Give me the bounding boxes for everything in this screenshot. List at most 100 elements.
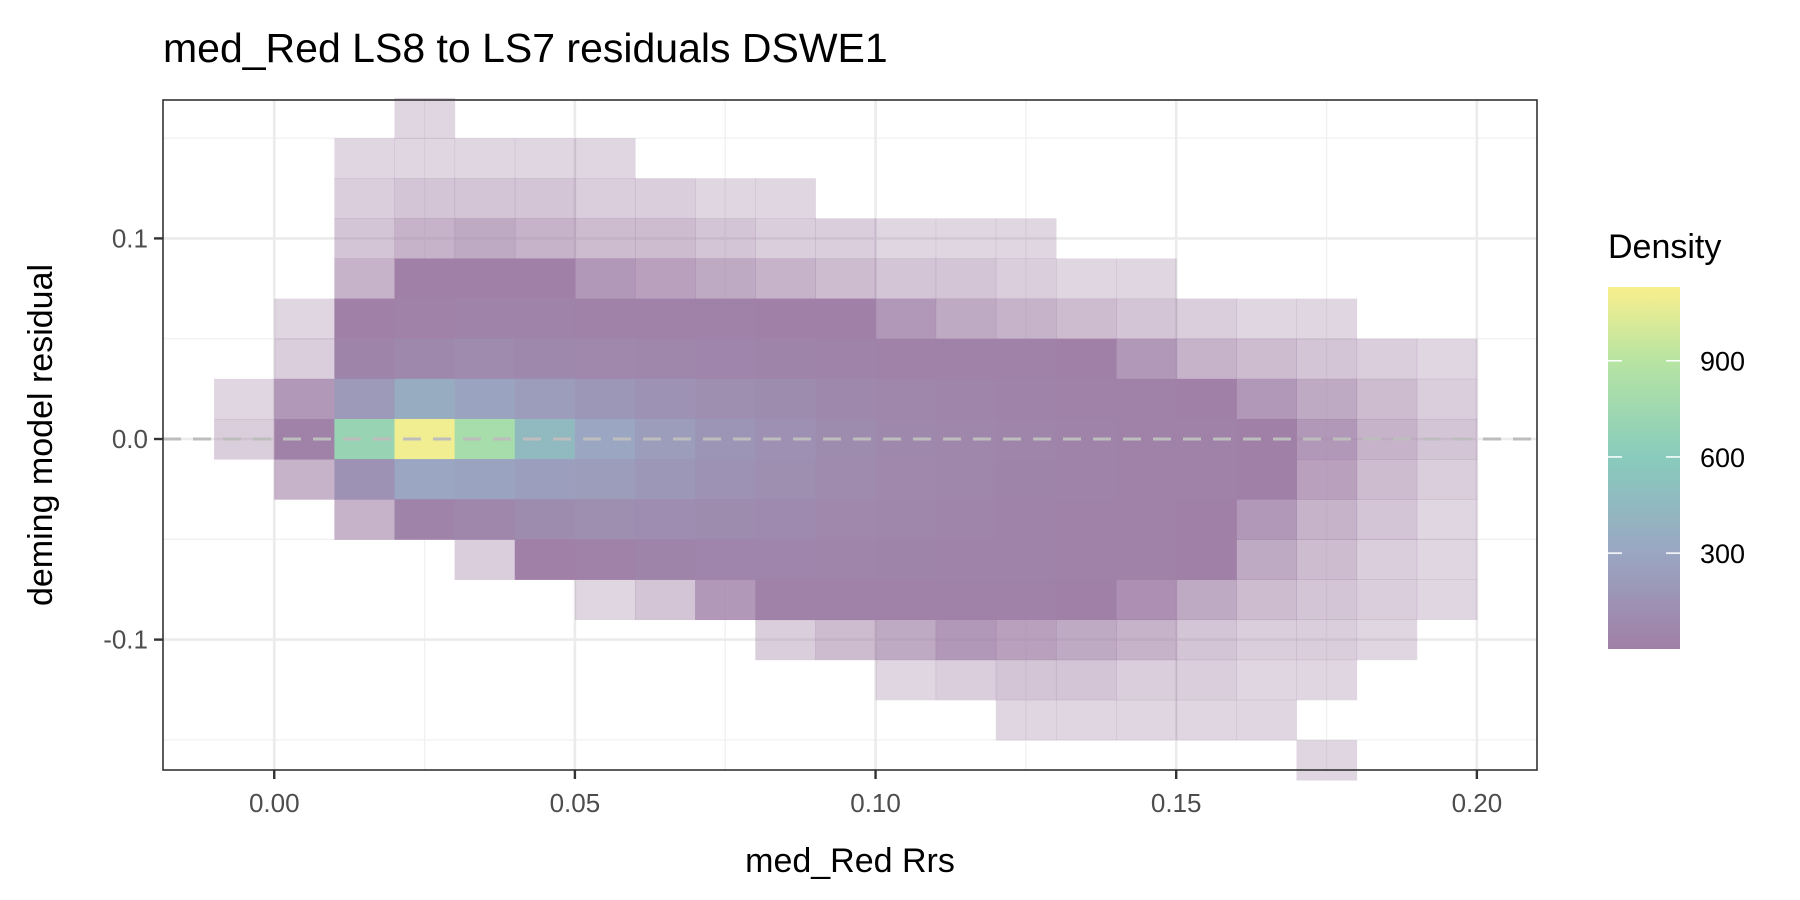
heatmap-cell bbox=[394, 298, 456, 340]
y-axis-label: deming model residual bbox=[22, 264, 60, 606]
heatmap-cell bbox=[394, 499, 456, 540]
heatmap-cell bbox=[815, 539, 877, 580]
heatmap-cell bbox=[1356, 499, 1418, 540]
heatmap-cell bbox=[1176, 699, 1237, 741]
heatmap-cell bbox=[574, 298, 636, 340]
heatmap-cell bbox=[1176, 539, 1237, 580]
heatmap-cell bbox=[935, 579, 997, 621]
heatmap-cell bbox=[454, 138, 516, 179]
heatmap-cell bbox=[454, 258, 516, 300]
heatmap-cell bbox=[755, 499, 816, 540]
heatmap-cell bbox=[995, 218, 1057, 259]
heatmap-cell bbox=[875, 338, 937, 380]
heatmap-cell bbox=[1176, 579, 1237, 621]
heatmap-cell bbox=[574, 459, 636, 500]
heatmap-cell bbox=[995, 579, 1057, 621]
heatmap-cell bbox=[875, 378, 937, 420]
heatmap-cell bbox=[755, 178, 816, 219]
heatmap-cell bbox=[815, 218, 877, 259]
heatmap-cell bbox=[1356, 378, 1418, 420]
x-tick-label: 0.10 bbox=[850, 788, 901, 818]
panel-border bbox=[162, 99, 1538, 771]
heatmap-cell bbox=[995, 338, 1057, 380]
heatmap-cell bbox=[574, 338, 636, 380]
heatmap-cell bbox=[755, 539, 816, 580]
heatmap-cell bbox=[1296, 579, 1358, 621]
heatmap-cell bbox=[935, 539, 997, 580]
heatmap-cell bbox=[1236, 298, 1297, 340]
heatmap-cell bbox=[695, 338, 756, 380]
heatmap-cell bbox=[1055, 699, 1117, 741]
heatmap-cell bbox=[1296, 739, 1358, 781]
heatmap-cell bbox=[875, 499, 937, 540]
heatmap-cell bbox=[1116, 378, 1177, 420]
heatmap-cell bbox=[334, 298, 396, 340]
heatmap-cell bbox=[935, 298, 997, 340]
heatmap-cell bbox=[1116, 539, 1177, 580]
heatmap-cell bbox=[755, 258, 816, 300]
heatmap-cell bbox=[1176, 659, 1237, 701]
heatmap-cell bbox=[1356, 338, 1418, 380]
heatmap-cell bbox=[334, 138, 396, 179]
heatmap-cell bbox=[1055, 378, 1117, 420]
heatmap-cell bbox=[1416, 579, 1478, 621]
heatmap-cells bbox=[214, 97, 1478, 781]
heatmap-cell bbox=[1176, 338, 1237, 380]
heatmap-cell bbox=[995, 699, 1057, 741]
heatmap-cell bbox=[695, 258, 756, 300]
heatmap-cell bbox=[815, 499, 877, 540]
heatmap-cell bbox=[394, 378, 456, 420]
x-tick-label: 0.05 bbox=[550, 788, 601, 818]
heatmap-cell bbox=[334, 499, 396, 540]
heatmap-cell bbox=[1176, 459, 1237, 500]
heatmap-cell bbox=[755, 378, 816, 420]
heatmap-cell bbox=[574, 258, 636, 300]
heatmap-cell bbox=[875, 298, 937, 340]
heatmap-cell bbox=[1236, 699, 1297, 741]
x-tick-label: 0.00 bbox=[249, 788, 300, 818]
chart-title: med_Red LS8 to LS7 residuals DSWE1 bbox=[163, 25, 888, 71]
heatmap-cell bbox=[935, 378, 997, 420]
heatmap-cell bbox=[755, 579, 816, 621]
heatmap-cell bbox=[1055, 539, 1117, 580]
heatmap-cell bbox=[514, 178, 576, 219]
heatmap-cell bbox=[274, 459, 335, 500]
heatmap-cell bbox=[1116, 699, 1177, 741]
heatmap-cell bbox=[875, 619, 937, 661]
heatmap-cell bbox=[1236, 338, 1297, 380]
heatmap-cell bbox=[1416, 459, 1478, 500]
heatmap-cell bbox=[995, 459, 1057, 500]
heatmap-cell bbox=[695, 499, 756, 540]
heatmap-cell bbox=[1236, 499, 1297, 540]
legend-tick-label: 600 bbox=[1700, 443, 1745, 473]
heatmap-cell bbox=[574, 178, 636, 219]
heatmap-cell bbox=[454, 459, 516, 500]
heatmap-cell bbox=[574, 499, 636, 540]
heatmap-cell bbox=[635, 178, 696, 219]
heatmap-cell bbox=[1176, 378, 1237, 420]
heatmap-cell bbox=[1236, 378, 1297, 420]
heatmap-cell bbox=[815, 258, 877, 300]
heatmap-cell bbox=[454, 499, 516, 540]
heatmap-cell bbox=[1116, 338, 1177, 380]
heatmap-cell bbox=[995, 539, 1057, 580]
x-tick-label: 0.15 bbox=[1151, 788, 1202, 818]
heatmap-cell bbox=[1176, 499, 1237, 540]
heatmap-cell bbox=[635, 499, 696, 540]
heatmap-cell bbox=[334, 258, 396, 300]
heatmap-cell bbox=[815, 459, 877, 500]
heatmap-cell bbox=[935, 499, 997, 540]
heatmap-cell bbox=[1116, 258, 1177, 300]
heatmap-cell bbox=[394, 338, 456, 380]
heatmap-cell bbox=[995, 258, 1057, 300]
heatmap-cell bbox=[1296, 499, 1358, 540]
heatmap-cell bbox=[574, 378, 636, 420]
heatmap-cell bbox=[1116, 499, 1177, 540]
y-tick-label: -0.1 bbox=[103, 625, 148, 655]
heatmap-cell bbox=[815, 298, 877, 340]
heatmap-cell bbox=[875, 539, 937, 580]
heatmap-cell bbox=[635, 338, 696, 380]
heatmap-cell bbox=[1055, 659, 1117, 701]
heatmap-cell bbox=[1296, 298, 1358, 340]
heatmap-cell bbox=[815, 579, 877, 621]
